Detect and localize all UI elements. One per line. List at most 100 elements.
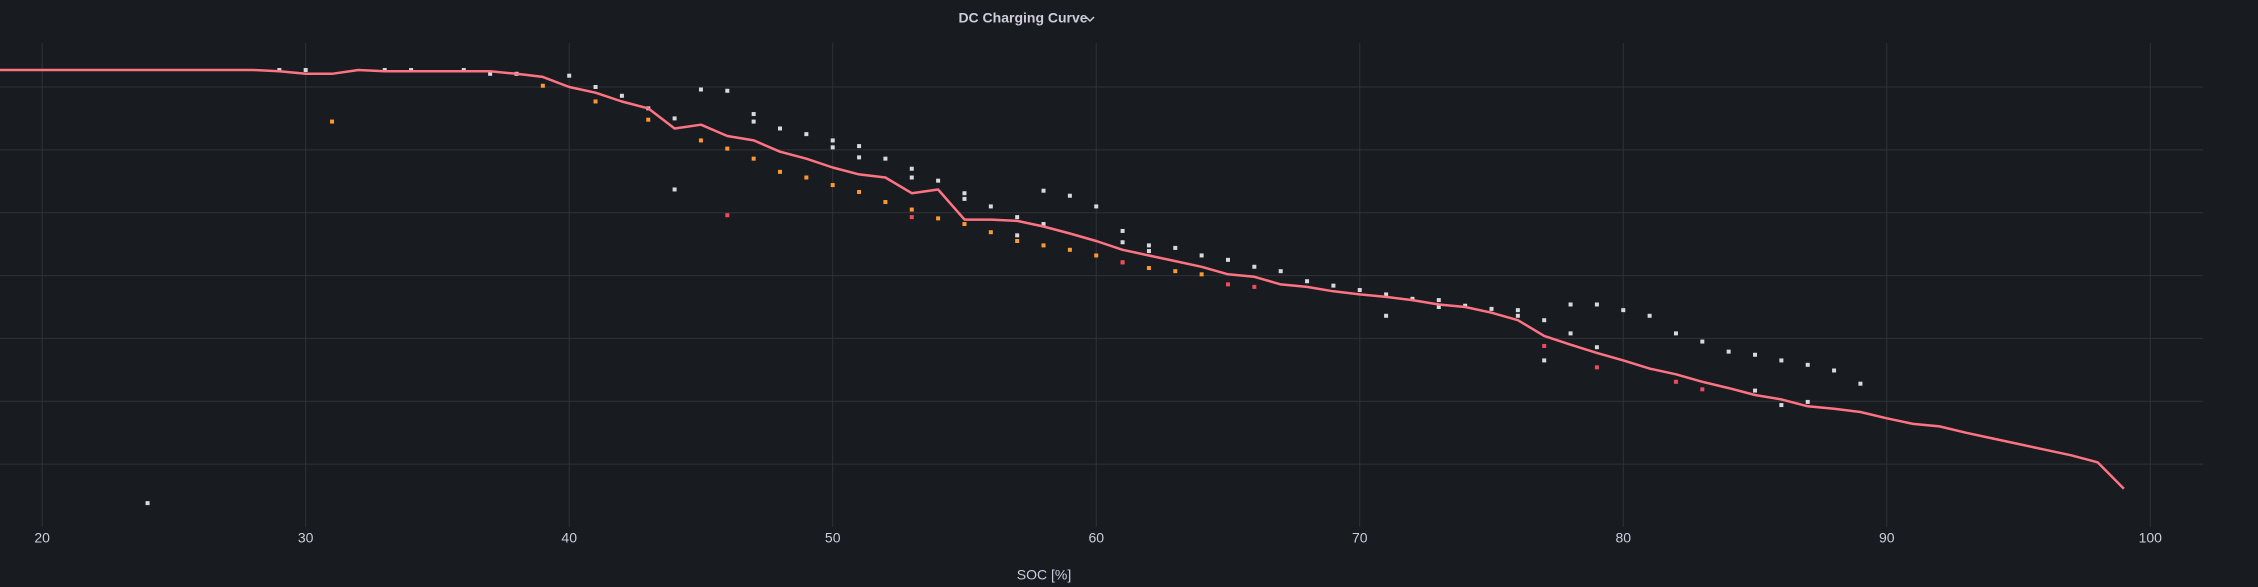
scatter-point	[1146, 249, 1151, 254]
scatter-point	[1700, 339, 1705, 344]
scatter-point	[1489, 306, 1494, 311]
scatter-point	[619, 93, 624, 98]
scatter-point	[1015, 233, 1020, 238]
scatter-point	[751, 112, 756, 117]
scatter-point	[962, 191, 967, 196]
scatter-point	[672, 187, 677, 192]
scatter-point	[1673, 379, 1678, 384]
scatter-point	[330, 119, 335, 124]
scatter-point	[857, 155, 862, 160]
scatter-point	[1357, 288, 1362, 293]
scatter-point	[909, 175, 914, 180]
scatter-point	[804, 132, 809, 137]
x-tick-label: 20	[34, 530, 50, 546]
scatter-point	[1594, 345, 1599, 350]
scatter-point	[1384, 313, 1389, 318]
scatter-point	[1094, 253, 1099, 258]
scatter-point	[1067, 247, 1072, 252]
scatter-point	[1858, 381, 1863, 386]
line	[0, 68, 2125, 490]
scatter-point	[1146, 243, 1151, 248]
scatter-point	[751, 119, 756, 124]
scatter-point	[1094, 204, 1099, 209]
scatter-point	[1805, 399, 1810, 404]
scatter-point	[1410, 296, 1415, 301]
x-tick-label: 100	[2139, 530, 2163, 546]
scatter-point	[751, 156, 756, 161]
scatter-point	[936, 216, 941, 221]
scatter-point	[1779, 403, 1784, 408]
scatter-point	[461, 68, 466, 73]
scatter-point	[1120, 228, 1125, 233]
scatter-point	[1832, 368, 1837, 373]
x-tick-label: 40	[561, 530, 577, 546]
scatter-point	[804, 175, 809, 180]
scatter-point	[1015, 215, 1020, 220]
scatter-point	[988, 204, 993, 209]
scatter-point	[1568, 302, 1573, 307]
scatter-point	[698, 138, 703, 143]
scatter-point	[1041, 188, 1046, 193]
scatter-point	[1199, 272, 1204, 277]
scatter-point	[725, 213, 730, 218]
scatter-point	[1173, 245, 1178, 250]
scatter-point	[1568, 331, 1573, 336]
scatter-point	[1384, 292, 1389, 297]
scatter-point	[778, 126, 783, 131]
title-chevron[interactable]	[1085, 16, 1095, 23]
scatter-point	[909, 215, 914, 220]
scatter-point	[1278, 269, 1283, 274]
scatter-point	[1146, 266, 1151, 271]
scatter-point	[698, 87, 703, 92]
scatter-point	[1252, 284, 1257, 289]
x-tick-label: 30	[298, 530, 314, 546]
scatter-point	[883, 200, 888, 205]
scatter-point	[1041, 222, 1046, 227]
x-tick-label: 50	[825, 530, 841, 546]
scatter-point	[1753, 388, 1758, 393]
scatter-point	[725, 88, 730, 93]
scatter-point	[593, 99, 598, 104]
scatter-point	[277, 68, 282, 73]
chart-title[interactable]: DC Charging Curve	[958, 10, 1087, 26]
scatter-point	[1621, 308, 1626, 313]
scatter-point	[1331, 283, 1336, 288]
scatter-point	[909, 207, 914, 212]
scatter-point	[540, 83, 545, 88]
scatter-point	[830, 138, 835, 143]
x-tick-label: 60	[1088, 530, 1104, 546]
scatter-point	[1225, 282, 1230, 287]
scatter-point	[778, 169, 783, 174]
scatter-point	[1594, 302, 1599, 307]
scatter-point	[1726, 349, 1731, 354]
scatter-point	[593, 85, 598, 89]
scatter-point	[1199, 253, 1204, 258]
scatter-point	[1594, 365, 1599, 370]
x-tick-label: 90	[1879, 530, 1895, 546]
scatter-point	[857, 144, 862, 149]
scatter-point	[1436, 298, 1441, 303]
scatter-point	[145, 501, 150, 506]
scatter-point	[988, 230, 993, 235]
scatter-point	[1700, 387, 1705, 392]
scatter-point	[1542, 358, 1547, 363]
scatter-point	[1805, 362, 1810, 367]
scatter-point	[857, 189, 862, 194]
scatter-point	[1120, 260, 1125, 265]
plot-area: 20 30 40 50 60 70 80 90 100	[0, 43, 2203, 546]
scatter-point	[1436, 305, 1441, 309]
scatter-point	[303, 68, 308, 73]
scatter-point	[1515, 313, 1520, 318]
scatter-point	[1067, 193, 1072, 198]
scatter-point	[883, 156, 888, 161]
scatter-point	[1542, 343, 1547, 348]
scatter-point	[936, 178, 941, 183]
scatter-point	[646, 117, 651, 122]
scatter-point	[488, 71, 493, 76]
scatter-point	[830, 183, 835, 188]
scatter-point	[1173, 269, 1178, 274]
scatter-point	[409, 68, 414, 73]
scatter-point	[1542, 318, 1547, 323]
